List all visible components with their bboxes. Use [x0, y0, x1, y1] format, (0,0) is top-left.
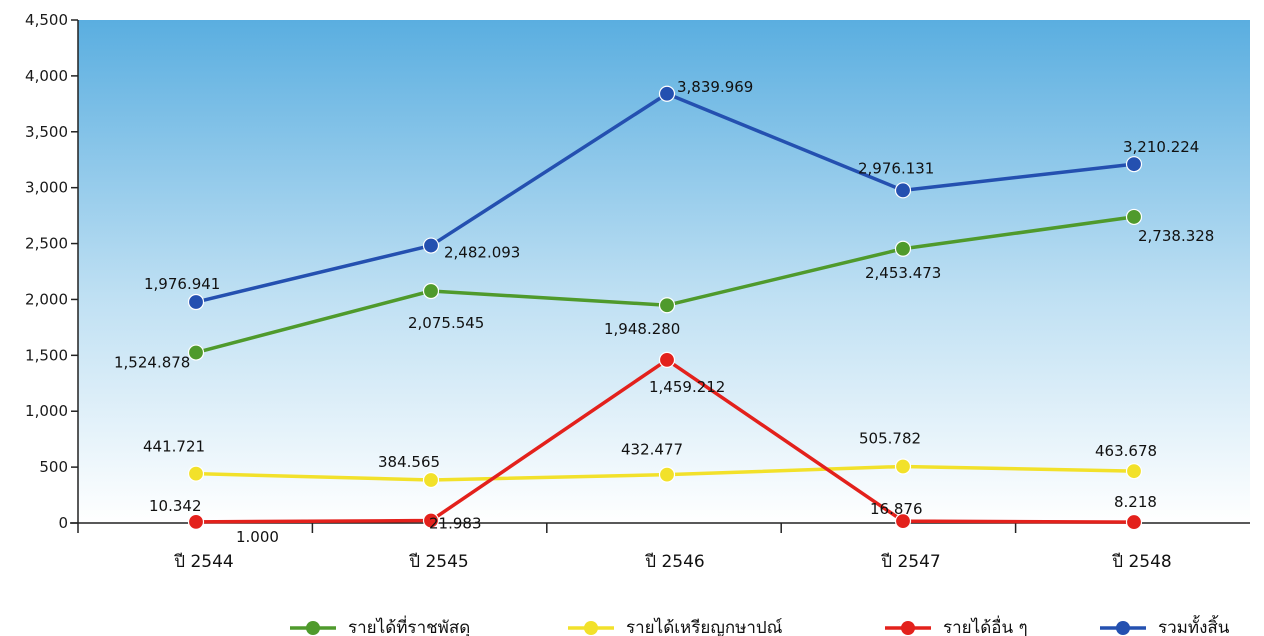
data-point-marker — [187, 513, 205, 530]
data-label: 432.477 — [621, 441, 683, 459]
legend-label: รายได้ที่ราชพัสดุ — [348, 615, 470, 636]
plot-area — [78, 20, 1250, 523]
data-point-marker — [422, 471, 440, 489]
data-label: 2,976.131 — [858, 159, 934, 177]
data-label: 2,453.473 — [865, 264, 941, 282]
data-label: 384.565 — [378, 453, 440, 471]
data-point-marker — [658, 85, 676, 102]
y-tick-label: 4,500 — [25, 11, 68, 29]
legend-label: รายได้เหรียญกษาปณ์ — [626, 617, 783, 636]
legend-label: รวมทั้งสิ้น — [1158, 615, 1230, 636]
y-tick-label: 4,000 — [25, 67, 68, 85]
data-label: 1,524.878 — [114, 354, 190, 372]
y-tick-label: 2,000 — [25, 290, 68, 308]
data-point-marker — [658, 351, 676, 368]
data-label: 3,210.224 — [1123, 138, 1199, 156]
data-point-marker — [1125, 208, 1143, 226]
y-tick-label: 500 — [39, 458, 68, 476]
y-tick-label: 2,500 — [25, 235, 68, 253]
annotation-label: 1.000 — [236, 528, 279, 546]
data-label: 2,738.328 — [1138, 227, 1214, 245]
data-point-marker — [658, 297, 676, 314]
data-point-marker — [187, 293, 205, 311]
data-label: 463.678 — [1095, 442, 1157, 460]
x-category-label: ปี 2546 — [644, 552, 704, 572]
data-point-marker — [894, 240, 912, 257]
legend-swatch-marker — [901, 621, 915, 635]
data-label: 441.721 — [143, 438, 205, 456]
data-point-marker — [894, 458, 912, 475]
y-tick-label: 3,000 — [25, 179, 68, 197]
data-label: 2,482.093 — [444, 244, 520, 262]
data-label: 21.983 — [429, 515, 482, 533]
legend-swatch-marker — [584, 621, 598, 635]
data-point-marker — [187, 465, 205, 482]
data-point-marker — [894, 182, 912, 199]
data-point-marker — [658, 466, 676, 483]
data-label: 2,075.545 — [408, 314, 484, 332]
y-tick-label: 1,000 — [25, 402, 68, 420]
legend-swatch-marker — [1116, 621, 1130, 635]
data-label: 1,976.941 — [144, 275, 220, 293]
data-label: 1,948.280 — [604, 320, 680, 338]
x-category-label: ปี 2544 — [173, 552, 233, 572]
data-point-marker — [1125, 156, 1143, 173]
data-label: 3,839.969 — [677, 78, 753, 96]
data-point-marker — [1125, 513, 1143, 531]
legend-swatch-marker — [306, 621, 320, 635]
data-label: 8.218 — [1114, 493, 1157, 511]
x-category-label: ปี 2548 — [1111, 552, 1171, 572]
data-point-marker — [1125, 463, 1143, 480]
data-point-marker — [422, 282, 440, 300]
data-label: 10.342 — [149, 497, 202, 515]
data-label: 1,459.212 — [649, 378, 725, 396]
y-tick-label: 0 — [58, 514, 68, 532]
x-category-label: ปี 2547 — [880, 552, 940, 572]
data-label: 505.782 — [859, 429, 921, 447]
x-category-label: ปี 2545 — [408, 552, 468, 572]
data-label: 16.876 — [870, 500, 923, 518]
data-point-marker — [894, 513, 912, 530]
data-point-marker — [187, 344, 205, 361]
y-tick-label: 1,500 — [25, 346, 68, 364]
y-tick-label: 3,500 — [25, 123, 68, 141]
legend-label: รายได้อื่น ๆ — [943, 615, 1028, 636]
data-point-marker — [422, 237, 440, 254]
data-point-marker — [422, 512, 440, 529]
